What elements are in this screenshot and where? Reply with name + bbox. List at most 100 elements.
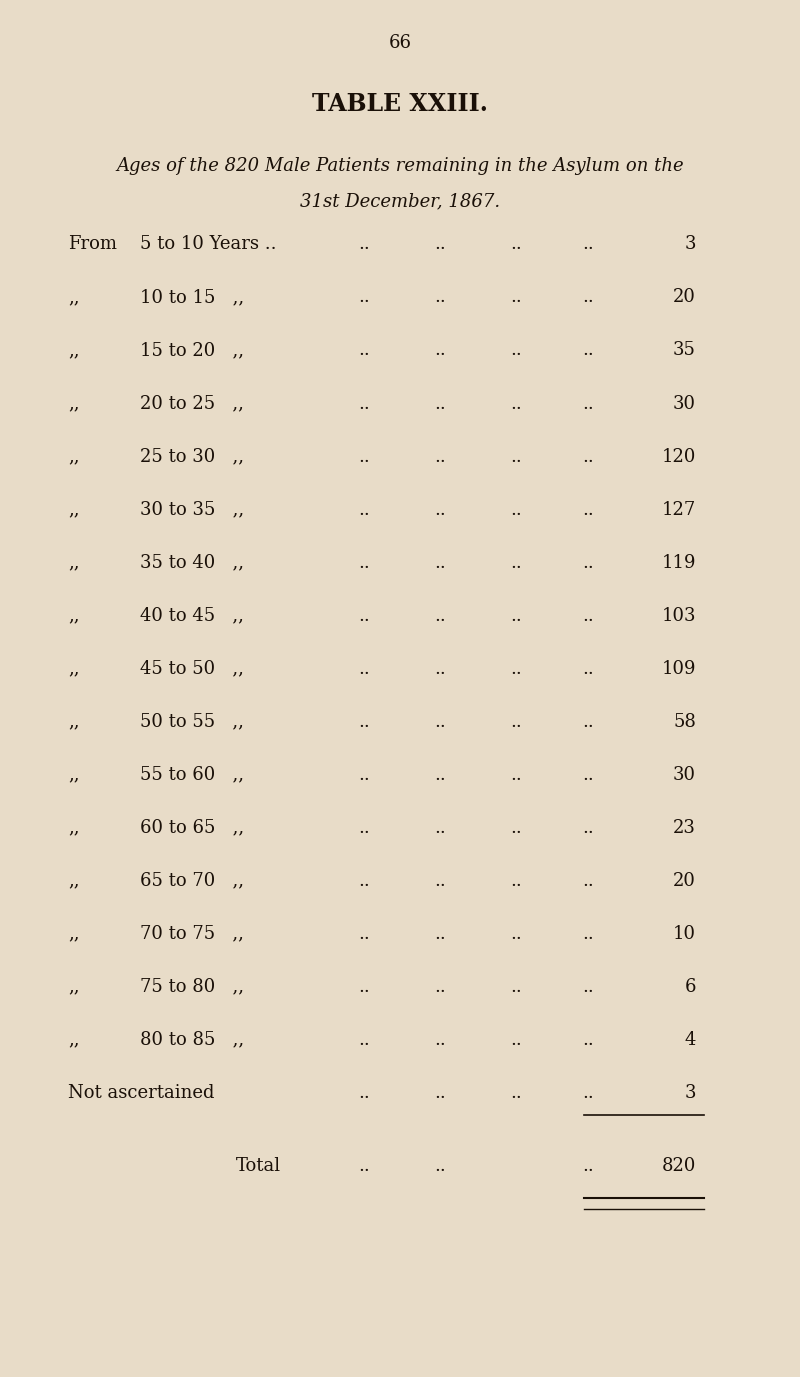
Text: ,,: ,, [68, 394, 79, 413]
Text: ..: .. [358, 1030, 370, 1049]
Text: ..: .. [510, 341, 522, 359]
Text: 10 to 15   ,,: 10 to 15 ,, [140, 289, 244, 307]
Text: Ages of the 820 Male Patients remaining in the Asylum on the: Ages of the 820 Male Patients remaining … [116, 157, 684, 175]
Text: ..: .. [510, 607, 522, 625]
Text: ,,: ,, [68, 448, 79, 465]
Text: ..: .. [358, 713, 370, 731]
Text: 5 to 10 Years ..: 5 to 10 Years .. [140, 235, 277, 253]
Text: ..: .. [434, 1084, 446, 1102]
Text: ..: .. [510, 872, 522, 890]
Text: ,,: ,, [68, 607, 79, 625]
Text: ..: .. [434, 660, 446, 677]
Text: 58: 58 [673, 713, 696, 731]
Text: 30: 30 [673, 394, 696, 413]
Text: ..: .. [510, 235, 522, 253]
Text: ..: .. [434, 978, 446, 996]
Text: ..: .. [434, 448, 446, 465]
Text: ..: .. [510, 978, 522, 996]
Text: ..: .. [434, 872, 446, 890]
Text: 4: 4 [685, 1030, 696, 1049]
Text: ,,: ,, [68, 554, 79, 571]
Text: ..: .. [358, 289, 370, 307]
Text: 30 to 35   ,,: 30 to 35 ,, [140, 501, 244, 519]
Text: ..: .. [510, 1030, 522, 1049]
Text: ..: .. [434, 394, 446, 413]
Text: 80 to 85   ,,: 80 to 85 ,, [140, 1030, 244, 1049]
Text: ..: .. [510, 713, 522, 731]
Text: ,,: ,, [68, 818, 79, 837]
Text: 6: 6 [685, 978, 696, 996]
Text: ..: .. [434, 235, 446, 253]
Text: 35: 35 [673, 341, 696, 359]
Text: ,,: ,, [68, 1030, 79, 1049]
Text: ..: .. [582, 660, 594, 677]
Text: 65 to 70   ,,: 65 to 70 ,, [140, 872, 244, 890]
Text: 3: 3 [685, 1084, 696, 1102]
Text: ..: .. [434, 925, 446, 943]
Text: 103: 103 [662, 607, 696, 625]
Text: ..: .. [582, 235, 594, 253]
Text: 60 to 65   ,,: 60 to 65 ,, [140, 818, 244, 837]
Text: 20: 20 [673, 289, 696, 307]
Text: ..: .. [358, 501, 370, 519]
Text: 40 to 45   ,,: 40 to 45 ,, [140, 607, 244, 625]
Text: 23: 23 [673, 818, 696, 837]
Text: ,,: ,, [68, 925, 79, 943]
Text: ..: .. [358, 1157, 370, 1175]
Text: 109: 109 [662, 660, 696, 677]
Text: ..: .. [582, 766, 594, 784]
Text: ..: .. [434, 713, 446, 731]
Text: ..: .. [510, 1084, 522, 1102]
Text: 20 to 25   ,,: 20 to 25 ,, [140, 394, 244, 413]
Text: TABLE XXIII.: TABLE XXIII. [312, 92, 488, 116]
Text: ..: .. [434, 607, 446, 625]
Text: ,,: ,, [68, 872, 79, 890]
Text: ..: .. [510, 448, 522, 465]
Text: ..: .. [582, 501, 594, 519]
Text: 45 to 50   ,,: 45 to 50 ,, [140, 660, 244, 677]
Text: 55 to 60   ,,: 55 to 60 ,, [140, 766, 244, 784]
Text: ,,: ,, [68, 341, 79, 359]
Text: ..: .. [434, 501, 446, 519]
Text: ..: .. [434, 1030, 446, 1049]
Text: ,,: ,, [68, 660, 79, 677]
Text: 20: 20 [673, 872, 696, 890]
Text: 31st December, 1867.: 31st December, 1867. [300, 193, 500, 211]
Text: 66: 66 [389, 34, 411, 52]
Text: ..: .. [358, 607, 370, 625]
Text: 10: 10 [673, 925, 696, 943]
Text: ..: .. [582, 1030, 594, 1049]
Text: ..: .. [510, 766, 522, 784]
Text: ,,: ,, [68, 713, 79, 731]
Text: 70 to 75   ,,: 70 to 75 ,, [140, 925, 244, 943]
Text: ,,: ,, [68, 766, 79, 784]
Text: ..: .. [582, 448, 594, 465]
Text: 120: 120 [662, 448, 696, 465]
Text: ..: .. [358, 872, 370, 890]
Text: ..: .. [582, 394, 594, 413]
Text: ..: .. [510, 925, 522, 943]
Text: ..: .. [358, 341, 370, 359]
Text: ..: .. [582, 607, 594, 625]
Text: ..: .. [582, 925, 594, 943]
Text: 75 to 80   ,,: 75 to 80 ,, [140, 978, 244, 996]
Text: ..: .. [434, 818, 446, 837]
Text: ..: .. [582, 818, 594, 837]
Text: ..: .. [582, 1157, 594, 1175]
Text: ..: .. [434, 289, 446, 307]
Text: ..: .. [510, 394, 522, 413]
Text: ,,: ,, [68, 289, 79, 307]
Text: ..: .. [358, 818, 370, 837]
Text: 820: 820 [662, 1157, 696, 1175]
Text: ..: .. [582, 872, 594, 890]
Text: ..: .. [582, 341, 594, 359]
Text: ..: .. [582, 1084, 594, 1102]
Text: ..: .. [358, 554, 370, 571]
Text: ..: .. [582, 978, 594, 996]
Text: 30: 30 [673, 766, 696, 784]
Text: ..: .. [358, 1084, 370, 1102]
Text: 15 to 20   ,,: 15 to 20 ,, [140, 341, 244, 359]
Text: ..: .. [358, 660, 370, 677]
Text: Total: Total [236, 1157, 281, 1175]
Text: ..: .. [358, 925, 370, 943]
